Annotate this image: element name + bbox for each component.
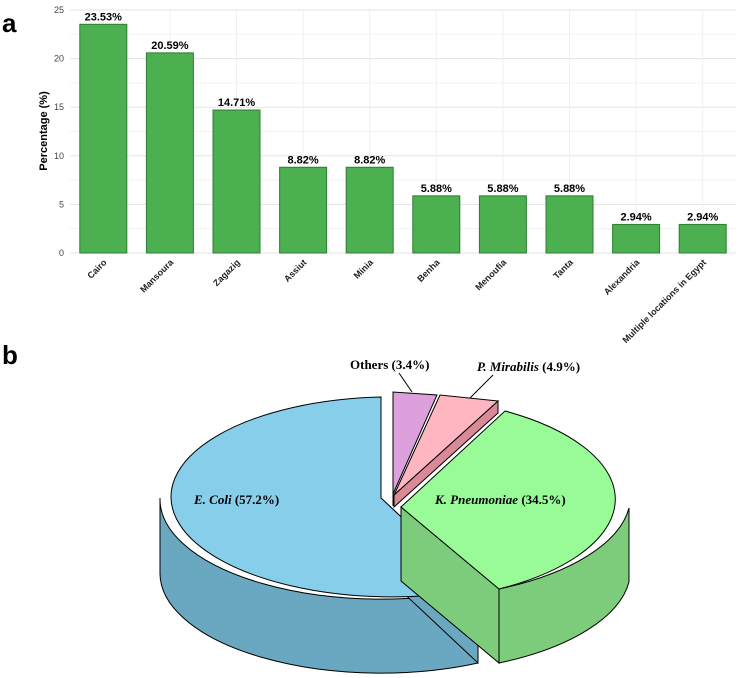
bar-y-tick-label: 15 (54, 102, 64, 112)
pie-top-others (392, 391, 438, 495)
bar-assiut (279, 166, 328, 254)
bar-data-label: 8.82% (354, 154, 385, 166)
bar-y-axis-title: Percentage (%) (38, 91, 50, 171)
pie-top-k-pneumoniae (400, 410, 616, 590)
bar-series (79, 23, 727, 254)
bar-x-tick-label: Alexandria (602, 257, 642, 297)
bar-x-tick-label: Tanta (551, 257, 575, 281)
bar-data-label: 2.94% (620, 211, 651, 223)
pie-slice-k-pneumoniae (400, 410, 630, 665)
bar-data-label: 20.59% (151, 40, 189, 52)
pie-leader-others (398, 372, 413, 393)
bar-chart: 0 5 10 15 20 25 Percentage (%) 23.53% 20.59% 14… (38, 5, 736, 345)
bar-data-labels: 23.53% 20.59% 14.71% 8.82% 8.82% 5.88% 5.88% 5.… (85, 11, 719, 223)
pie-label-others: Others (3.4%) (350, 357, 429, 372)
bar-multiple-locations-in-egypt (678, 223, 727, 254)
bar-data-label: 5.88% (421, 183, 452, 195)
bar-y-tick-label: 25 (54, 5, 64, 15)
bar-y-tick-label: 0 (59, 248, 64, 258)
panel-b-label: b (2, 340, 18, 370)
pie-label-k-pneumoniae: K. Pneumoniae (34.5%) (434, 492, 566, 507)
bar-x-tick-label: Menoufia (473, 257, 509, 293)
bar-x-tick-label: Zagazig (211, 257, 242, 288)
bar-menoufia (478, 195, 527, 254)
bar-zagazig (212, 109, 261, 254)
bar-data-label: 14.71% (218, 97, 256, 109)
pie-label-p-mirabilis: P. Mirabilis (4.9%) (477, 359, 580, 374)
pie-leader-p-mirabilis (469, 374, 494, 399)
bar-x-ticks: Cairo Mansoura Zagazig Assiut Minia Benha Meno… (85, 257, 708, 345)
bar-data-label: 5.88% (487, 183, 518, 195)
bar-y-tick-label: 20 (54, 54, 64, 64)
bar-x-tick-label: Mansoura (138, 257, 176, 295)
pie-slice-others (392, 391, 438, 506)
bar-data-label: 2.94% (687, 211, 718, 223)
bar-minia (345, 166, 394, 254)
pie-slice-p-mirabilis (393, 394, 500, 509)
pie-chart: E. Coli (57.2%) K. Pneumoniae (34.5%) P.… (159, 357, 630, 674)
bar-y-tick-label: 5 (59, 199, 64, 209)
bar-data-label: 5.88% (554, 183, 585, 195)
bar-data-label: 8.82% (287, 154, 318, 166)
bar-x-tick-label: Benha (415, 257, 442, 284)
pie-label-e-coli: E. Coli (57.2%) (193, 492, 279, 507)
bar-tanta (545, 195, 594, 254)
bar-y-ticks: 0 5 10 15 20 25 (54, 5, 64, 258)
bar-cairo (79, 23, 128, 254)
panel-a-label: a (2, 8, 17, 38)
bar-y-tick-label: 10 (54, 151, 64, 161)
pie-top-p-mirabilis (393, 394, 500, 496)
bar-x-tick-label: Minia (352, 257, 376, 281)
bar-alexandria (612, 223, 661, 254)
bar-mansoura (145, 52, 194, 254)
bar-benha (412, 195, 461, 254)
bar-x-tick-label: Cairo (85, 257, 109, 281)
bar-data-label: 23.53% (85, 11, 123, 23)
bar-x-tick-label: Assiut (282, 257, 309, 284)
